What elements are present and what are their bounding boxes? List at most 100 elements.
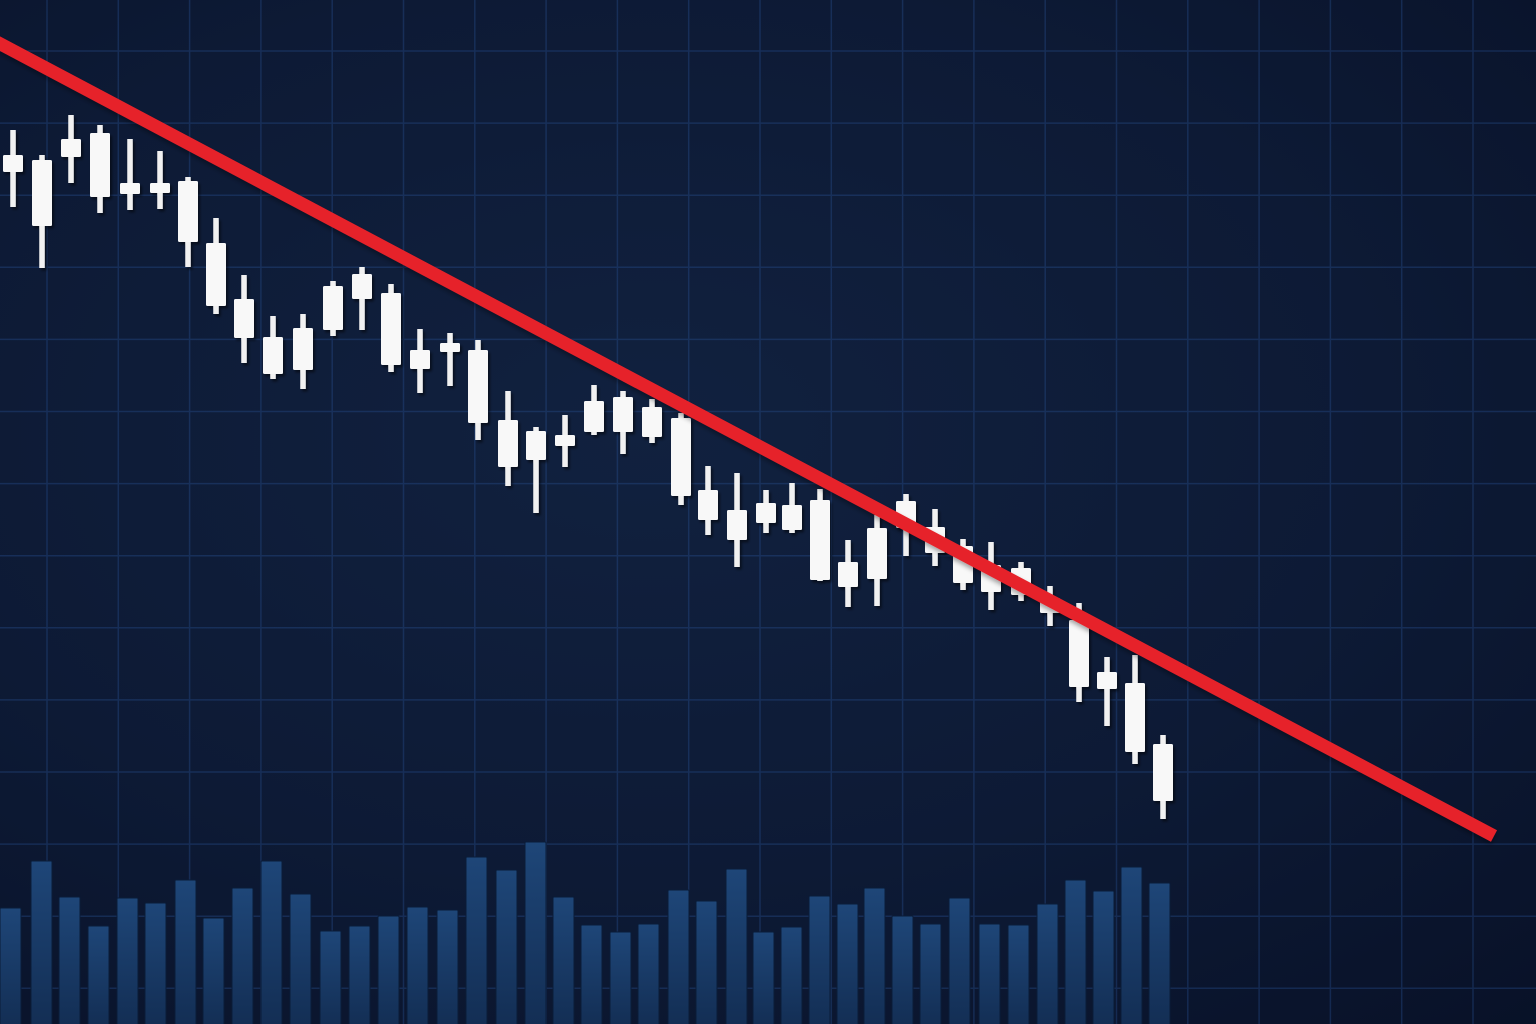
candle-body — [32, 160, 52, 226]
candle-body — [440, 343, 460, 352]
candle — [352, 267, 372, 330]
volume-bar — [524, 841, 547, 1024]
volume-bars — [0, 841, 1171, 1024]
volume-bar — [752, 931, 775, 1024]
candle-body — [178, 181, 198, 242]
candle-body — [867, 528, 887, 579]
volume-bar — [87, 925, 110, 1024]
candle — [32, 155, 52, 268]
candle-body — [61, 139, 81, 157]
support-lines — [767, 553, 1536, 763]
volume-bar — [780, 926, 803, 1024]
volume-bar — [1064, 879, 1087, 1024]
candle-body — [642, 407, 662, 437]
volume-bar — [348, 925, 371, 1024]
candle — [3, 130, 23, 207]
volume-bar — [637, 923, 660, 1024]
volume-bar — [174, 879, 197, 1024]
candle-body — [671, 418, 691, 496]
volume-bar — [552, 896, 575, 1024]
candle — [234, 275, 254, 363]
trendline-red — [0, 36, 1498, 842]
candle — [440, 333, 460, 386]
candle — [293, 314, 313, 389]
volume-bar — [978, 923, 1001, 1024]
candle — [642, 399, 662, 443]
volume-bar — [202, 917, 225, 1024]
candle — [410, 329, 430, 393]
volume-bar — [144, 902, 167, 1024]
candle-body — [782, 505, 802, 530]
candle-wick — [1104, 657, 1110, 726]
volume-bar — [863, 887, 886, 1024]
volume-bar — [919, 923, 942, 1024]
volume-bar — [30, 860, 53, 1024]
candle — [1125, 655, 1145, 764]
volume-bar — [1036, 903, 1059, 1024]
candle — [555, 415, 575, 467]
candle-body — [584, 401, 604, 432]
candle-body — [150, 183, 170, 193]
candle-body — [323, 286, 343, 330]
candle-body — [206, 243, 226, 306]
volume-bar — [0, 907, 22, 1024]
volume-bar — [495, 869, 518, 1024]
volume-bar — [1007, 924, 1030, 1024]
candle-body — [410, 350, 430, 369]
volume-bar — [725, 868, 748, 1024]
volume-bar — [260, 860, 283, 1024]
candle — [90, 125, 110, 213]
candle — [727, 473, 747, 567]
candle-body — [698, 490, 718, 520]
candle — [206, 218, 226, 314]
candle-body — [1069, 620, 1089, 687]
candle-body — [120, 183, 140, 194]
candle-body — [381, 293, 401, 365]
candle — [498, 391, 518, 486]
candle — [120, 139, 140, 210]
candle — [584, 385, 604, 435]
candle-body — [1153, 744, 1173, 801]
volume-bar — [436, 909, 459, 1024]
volume-bar — [891, 915, 914, 1024]
candle-body — [555, 435, 575, 446]
candle — [838, 540, 858, 607]
candle — [1153, 735, 1173, 819]
candle — [381, 284, 401, 372]
candle-wick — [533, 427, 539, 513]
candle — [782, 483, 802, 533]
candle-wick — [127, 139, 133, 210]
candle — [263, 316, 283, 379]
volume-bar — [808, 895, 831, 1024]
candle — [526, 427, 546, 513]
candle — [323, 281, 343, 336]
volume-bar — [667, 889, 690, 1024]
volume-bar — [836, 903, 859, 1024]
candle — [150, 151, 170, 209]
volume-bar — [695, 900, 718, 1024]
candle — [756, 490, 776, 533]
candle-body — [838, 562, 858, 587]
candle — [1097, 657, 1117, 726]
candle-body — [810, 500, 830, 580]
volume-bar — [406, 906, 429, 1024]
volume-bar — [377, 915, 400, 1024]
candle-body — [263, 337, 283, 374]
candle-body — [498, 420, 518, 467]
candle-body — [727, 510, 747, 540]
candle-body — [3, 155, 23, 172]
volume-bar — [116, 897, 139, 1024]
volume-bar — [948, 897, 971, 1024]
volume-bar — [231, 887, 254, 1024]
candle-body — [90, 133, 110, 197]
candle — [867, 515, 887, 606]
candle-body — [1125, 683, 1145, 752]
candle-body — [1097, 672, 1117, 689]
candle — [698, 466, 718, 535]
candle-body — [468, 350, 488, 423]
candle — [613, 391, 633, 454]
candle-wick — [447, 333, 453, 386]
volume-bar — [1092, 890, 1115, 1024]
